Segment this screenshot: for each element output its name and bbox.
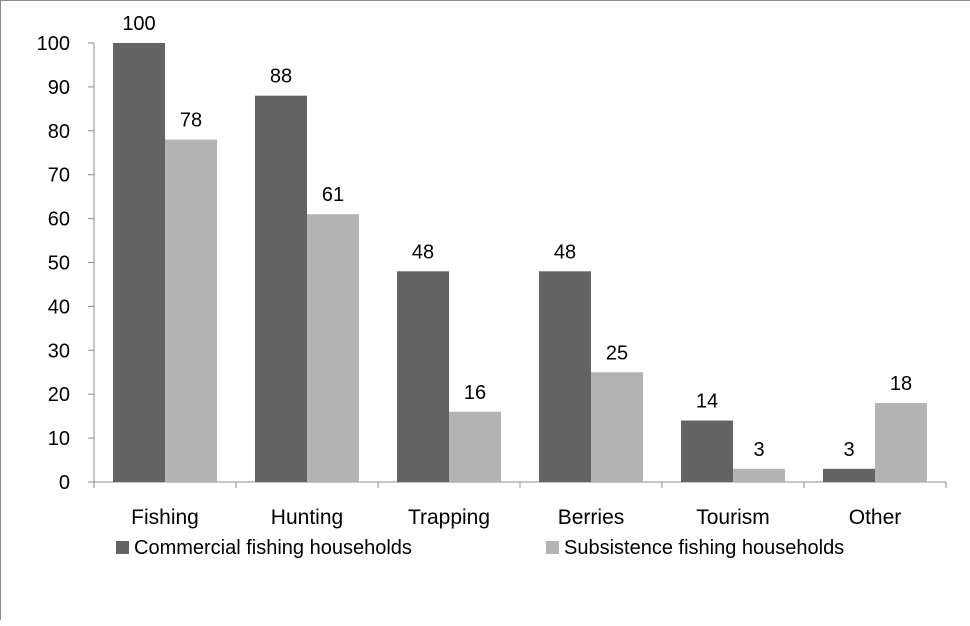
data-labels: 100 78 88 61 48 16 48 25 14 3 3 18 bbox=[122, 13, 912, 461]
y-tick-label: 50 bbox=[48, 253, 70, 275]
legend-swatch bbox=[546, 541, 559, 554]
y-tick-label: 10 bbox=[48, 428, 70, 450]
y-tick-label: 80 bbox=[48, 121, 70, 143]
legend-swatch bbox=[116, 541, 129, 554]
y-axis: 0 10 20 30 40 50 60 70 80 90 100 bbox=[37, 33, 95, 494]
bar-commercial bbox=[113, 43, 165, 482]
legend: Commercial fishing households Subsistence… bbox=[116, 537, 844, 559]
data-label: 48 bbox=[554, 241, 576, 263]
y-tick-label: 60 bbox=[48, 209, 70, 231]
bar-subsistence bbox=[875, 402, 927, 482]
bar-subsistence bbox=[591, 372, 643, 482]
bar-commercial bbox=[681, 420, 733, 482]
bar-commercial bbox=[823, 468, 875, 482]
data-label: 16 bbox=[464, 382, 486, 404]
data-label: 3 bbox=[843, 439, 854, 461]
y-tick-label: 0 bbox=[59, 472, 70, 494]
data-label: 78 bbox=[180, 110, 202, 132]
bar-subsistence bbox=[449, 411, 501, 482]
legend-label: Subsistence fishing households bbox=[564, 537, 844, 559]
y-tick-label: 100 bbox=[37, 33, 70, 55]
y-tick-label: 70 bbox=[48, 165, 70, 187]
data-label: 48 bbox=[412, 241, 434, 263]
bar-commercial bbox=[397, 271, 449, 482]
x-tick-label: Other bbox=[849, 506, 902, 529]
data-label: 61 bbox=[322, 184, 344, 206]
y-tick-label: 40 bbox=[48, 296, 70, 318]
bar-commercial bbox=[255, 95, 307, 483]
x-tick-label: Hunting bbox=[271, 506, 343, 529]
data-label: 25 bbox=[606, 342, 628, 364]
bars bbox=[113, 43, 927, 483]
x-axis: Fishing Hunting Trapping Berries Tourism Othe… bbox=[93, 481, 947, 529]
data-label: 88 bbox=[270, 66, 292, 88]
data-label: 18 bbox=[890, 373, 912, 395]
bar-subsistence bbox=[733, 468, 785, 482]
y-tick-label: 90 bbox=[48, 77, 70, 99]
x-tick-label: Tourism bbox=[696, 506, 770, 529]
x-tick-label: Fishing bbox=[131, 506, 199, 529]
x-tick-label: Trapping bbox=[408, 506, 490, 529]
legend-label: Commercial fishing households bbox=[134, 537, 412, 559]
y-tick-label: 30 bbox=[48, 340, 70, 362]
bar-subsistence bbox=[307, 214, 359, 482]
y-tick-label: 20 bbox=[48, 384, 70, 406]
data-label: 100 bbox=[122, 13, 155, 35]
data-label: 3 bbox=[753, 439, 764, 461]
data-label: 14 bbox=[696, 391, 718, 413]
bar-commercial bbox=[539, 271, 591, 482]
x-tick-label: Berries bbox=[558, 506, 625, 529]
bar-subsistence bbox=[165, 139, 217, 482]
